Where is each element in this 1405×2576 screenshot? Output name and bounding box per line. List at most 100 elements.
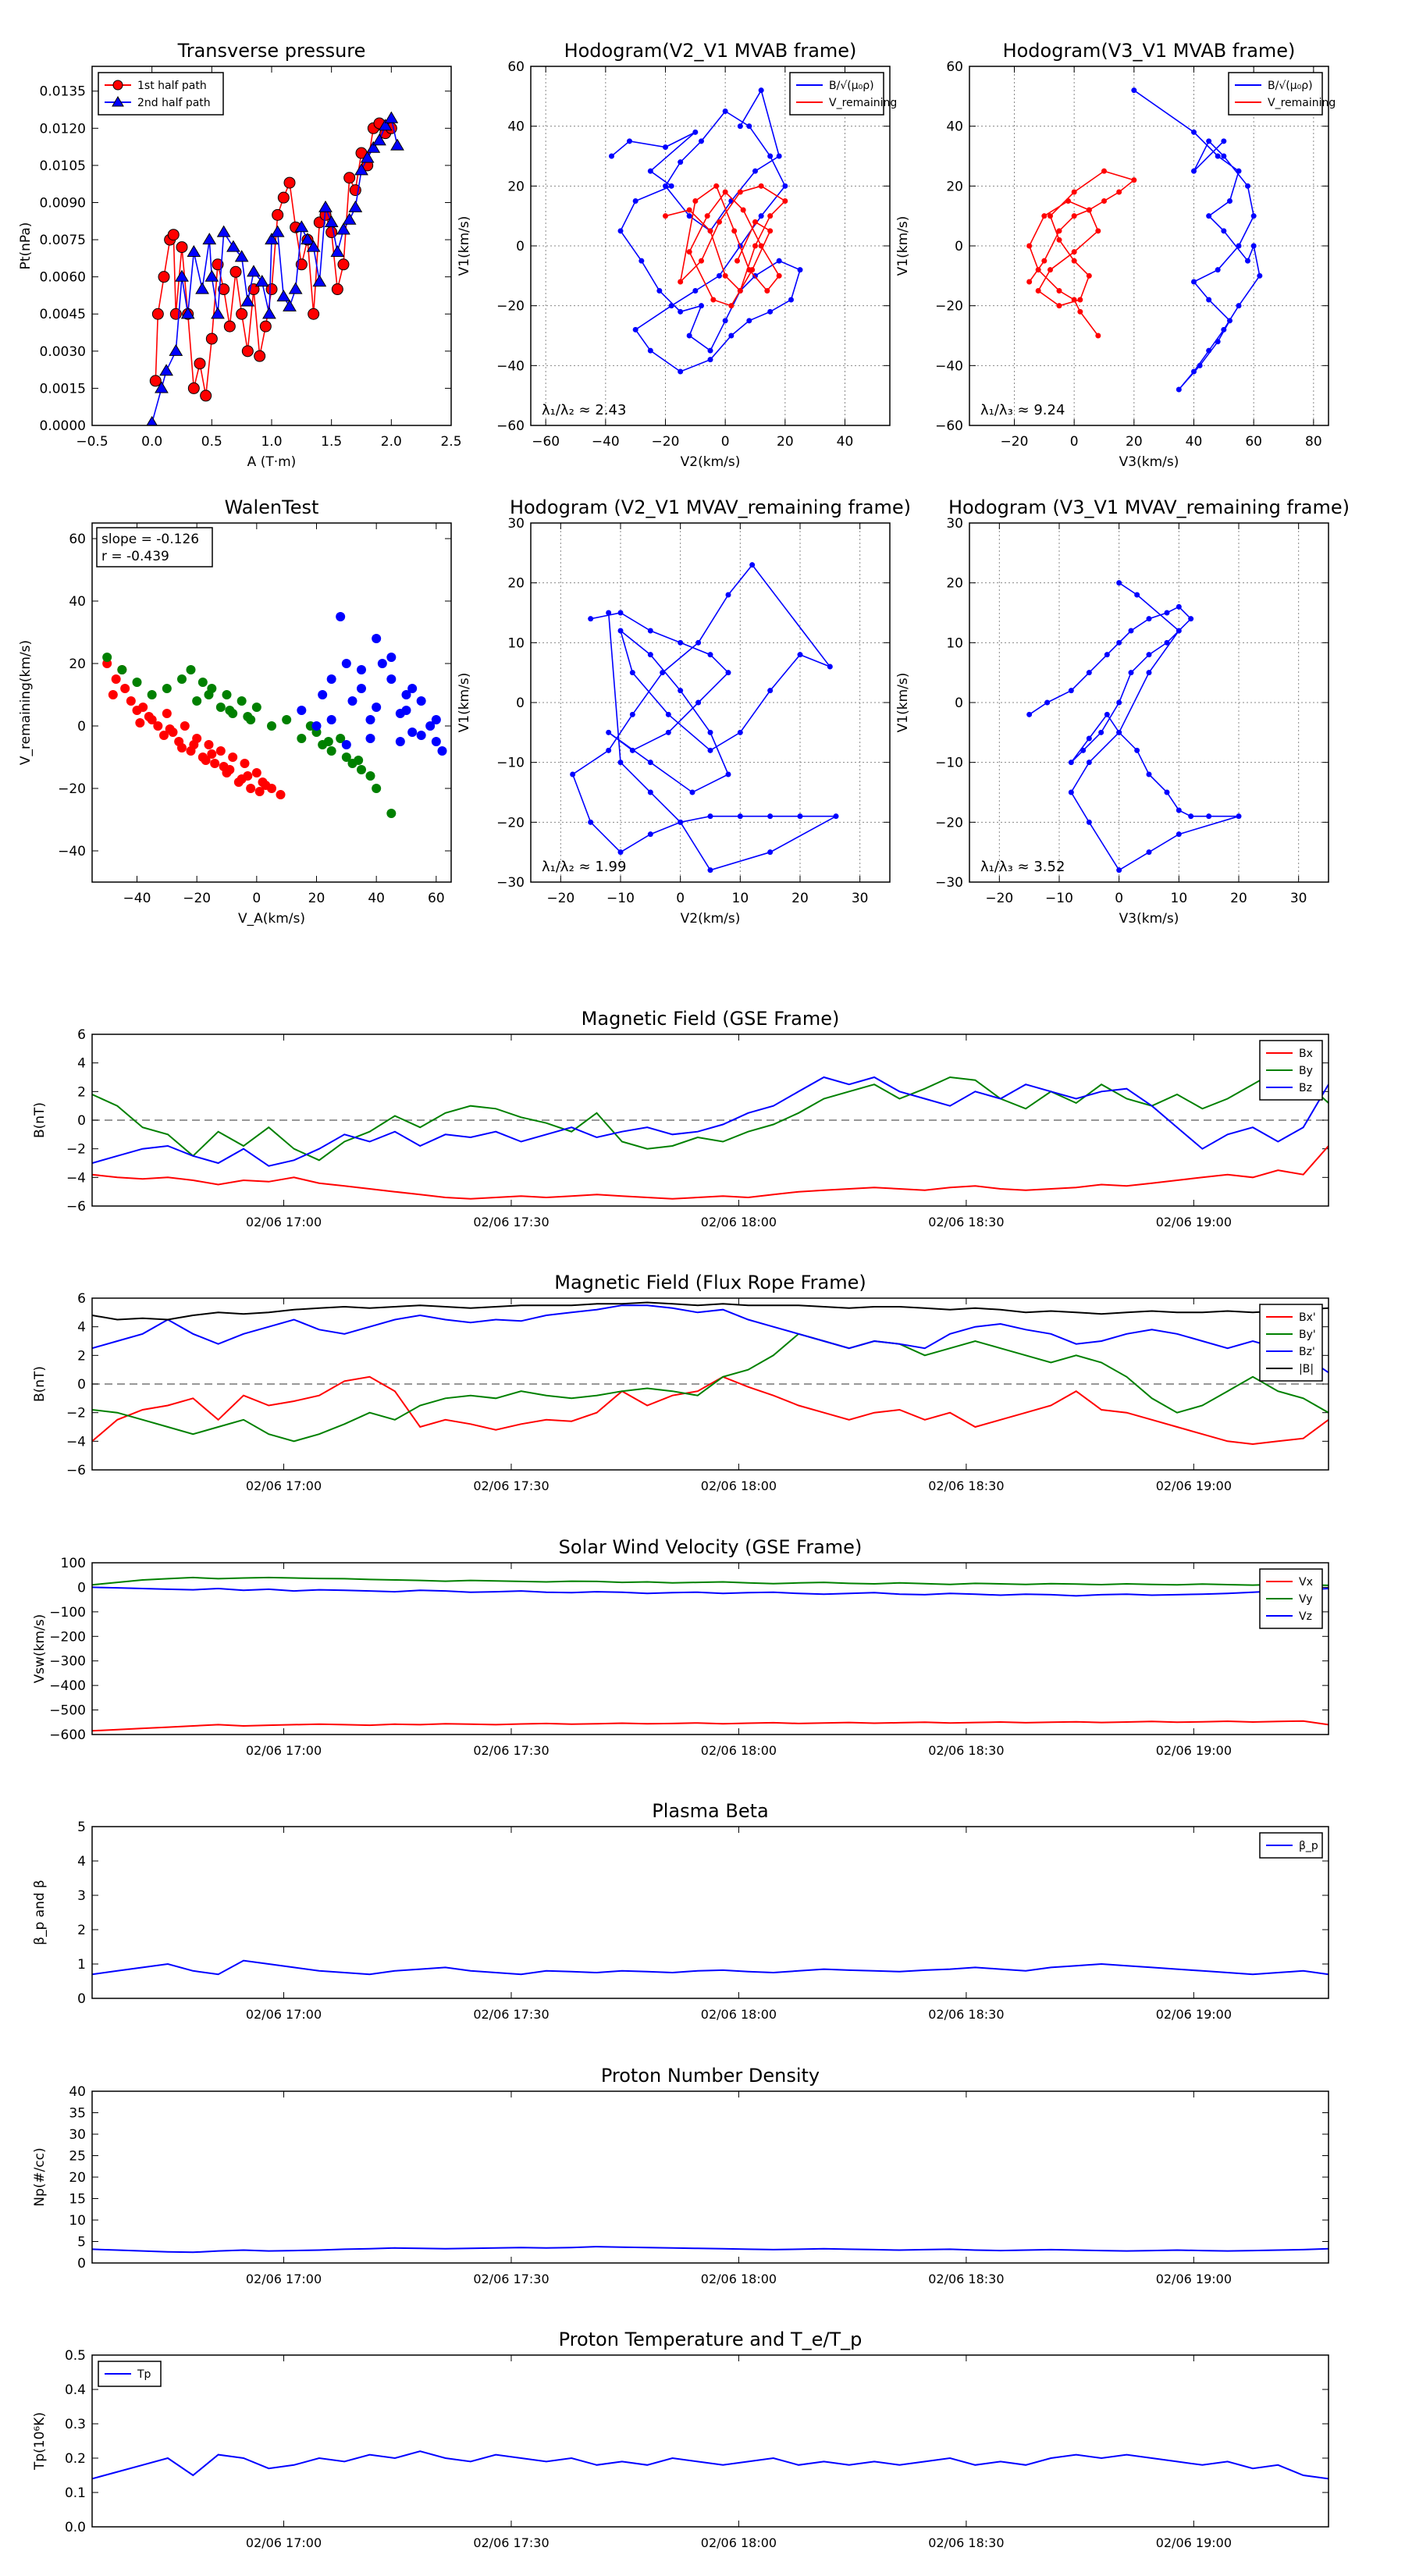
x-tick-label: 02/06 18:00 xyxy=(701,1215,777,1229)
data-point xyxy=(647,760,653,766)
data-point xyxy=(767,849,774,856)
series-line xyxy=(571,564,837,871)
data-point xyxy=(629,711,635,717)
y-tick-label: −6 xyxy=(66,1463,86,1478)
data-point xyxy=(267,721,276,731)
x-tick-label: 30 xyxy=(1290,891,1307,906)
y-tick-label: −30 xyxy=(496,875,525,891)
chart-7: Magnetic Field (GSE Frame) −6 −4 −2 0 2 4 6 02/0… xyxy=(32,1008,1329,1229)
data-point xyxy=(699,303,704,309)
data-point xyxy=(425,721,436,731)
legend: B/√(μ₀ρ) V_remaining xyxy=(1228,72,1336,116)
chart-title: Magnetic Field (GSE Frame) xyxy=(582,1008,840,1030)
data-point xyxy=(240,294,255,307)
data-point xyxy=(204,690,214,699)
plot-frame xyxy=(91,1034,1329,1207)
legend: Tp xyxy=(98,2361,162,2387)
data-point xyxy=(222,690,232,699)
data-point xyxy=(1197,362,1203,368)
data-point xyxy=(234,250,249,262)
y-tick-label: 0.0060 xyxy=(40,270,86,286)
y-tick-label: −500 xyxy=(49,1703,86,1719)
x-tick-label: 02/06 18:00 xyxy=(701,2535,777,2550)
data-point xyxy=(1250,213,1257,219)
y-tick-label: −10 xyxy=(496,756,525,771)
data-point xyxy=(354,756,364,765)
data-point xyxy=(159,364,173,376)
data-point xyxy=(337,258,350,271)
data-point xyxy=(265,233,279,245)
data-point xyxy=(297,706,307,715)
x-tick-label: −40 xyxy=(592,434,620,450)
eigenvalue-ratio-label: λ₁/λ₂ ≈ 2.43 xyxy=(542,402,626,418)
data-point xyxy=(205,333,218,345)
data-point xyxy=(144,712,154,721)
data-point xyxy=(431,737,441,746)
y-tick-label: 0 xyxy=(77,1580,86,1596)
legend-label: V_remaining xyxy=(829,97,897,109)
data-point xyxy=(1116,699,1122,706)
y-tick-label: −2 xyxy=(66,1142,86,1158)
data-point xyxy=(308,308,320,320)
y-tick-label: 25 xyxy=(69,2149,86,2165)
data-point xyxy=(728,333,735,339)
x-tick-label: 02/06 17:30 xyxy=(473,2007,549,2022)
data-point xyxy=(1188,813,1194,820)
data-point xyxy=(686,207,692,213)
y-tick-label: −6 xyxy=(66,1199,86,1215)
data-point xyxy=(294,220,309,233)
x-tick-label: −20 xyxy=(985,891,1013,906)
data-point xyxy=(240,759,250,768)
data-point xyxy=(663,183,668,189)
data-point xyxy=(1191,368,1197,375)
data-point xyxy=(1131,177,1137,183)
y-tick-label: −40 xyxy=(58,844,86,859)
data-point xyxy=(767,228,774,234)
x-tick-label: 02/06 19:00 xyxy=(1156,2007,1232,2022)
data-point xyxy=(1134,747,1140,753)
y-axis-label: V1(km/s) xyxy=(895,673,911,733)
x-tick-label: 02/06 19:00 xyxy=(1156,2272,1232,2286)
data-point xyxy=(386,809,397,818)
x-tick-label: 0 xyxy=(252,891,261,906)
legend-label: 1st half path xyxy=(137,80,207,92)
data-point xyxy=(1128,670,1134,676)
y-tick-label: 0.0045 xyxy=(40,307,86,322)
data-point xyxy=(746,318,752,324)
y-tick-label: 0.2 xyxy=(65,2451,86,2467)
data-point xyxy=(1221,153,1227,159)
data-point xyxy=(301,233,315,245)
data-point xyxy=(1191,168,1197,174)
x-tick-label: 0 xyxy=(1115,891,1123,906)
y-tick-label: 35 xyxy=(69,2106,86,2122)
x-tick-label: −20 xyxy=(652,434,680,450)
plot-area xyxy=(1026,87,1263,393)
data-point xyxy=(1116,580,1122,586)
data-point xyxy=(1236,168,1242,174)
data-point xyxy=(342,212,357,225)
y-tick-label: −20 xyxy=(496,299,525,315)
y-tick-label: −4 xyxy=(66,1170,86,1186)
walen-stats-box: slope = -0.126 r = -0.439 xyxy=(96,527,213,568)
data-point xyxy=(197,678,208,687)
data-point xyxy=(272,208,284,221)
x-tick-label: 02/06 18:00 xyxy=(701,1743,777,1758)
data-point xyxy=(1086,735,1092,742)
data-point xyxy=(1236,813,1242,820)
data-point xyxy=(151,308,164,320)
data-point xyxy=(331,283,343,296)
eigenvalue-ratio-label: λ₁/λ₃ ≈ 9.24 xyxy=(980,402,1065,418)
plot-frame xyxy=(530,522,891,883)
data-point xyxy=(1098,729,1104,735)
data-point xyxy=(201,756,211,765)
data-point xyxy=(1116,867,1122,873)
data-point xyxy=(707,347,713,354)
data-point xyxy=(407,684,418,693)
data-point xyxy=(656,288,663,294)
chart-title: Hodogram(V3_V1 MVAB frame) xyxy=(1003,40,1296,62)
data-point xyxy=(767,813,774,820)
data-point xyxy=(746,123,752,130)
x-tick-label: 10 xyxy=(732,891,749,906)
y-tick-label: −400 xyxy=(49,1678,86,1694)
y-tick-label: 15 xyxy=(69,2192,86,2208)
